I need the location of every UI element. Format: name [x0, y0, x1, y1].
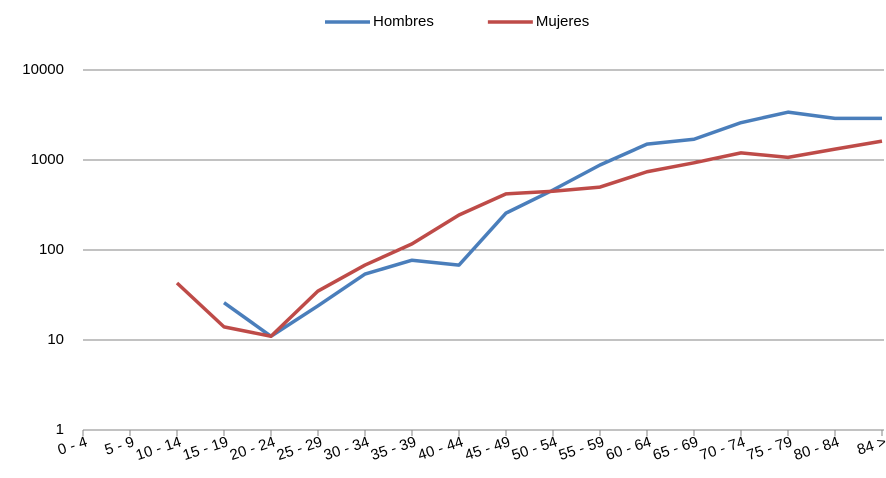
x-tick-label: 30 - 34 [322, 433, 372, 464]
series-line [222, 110, 882, 339]
x-tick-label: 40 - 44 [416, 433, 466, 464]
x-tick-label: 15 - 19 [181, 433, 231, 464]
x-tick-label: 60 - 64 [604, 433, 654, 464]
x-tick-label: 35 - 39 [369, 433, 419, 464]
x-tick-label: 75 - 79 [745, 433, 795, 464]
x-tick-label: 5 - 9 [103, 433, 137, 458]
x-tick-label: 50 - 54 [510, 433, 560, 464]
x-tick-label: 70 - 74 [698, 433, 748, 464]
x-tick-label: 80 - 84 [792, 433, 842, 464]
x-tick-label: 84 > [855, 433, 886, 458]
x-tick-label: 65 - 69 [651, 433, 701, 464]
x-tick-label: 45 - 49 [463, 433, 513, 464]
x-tick-label: 20 - 24 [228, 433, 278, 464]
x-tick-label: 25 - 29 [275, 433, 325, 464]
y-tick-label: 10000 [22, 61, 64, 78]
y-tick-label: 1 [56, 421, 64, 438]
x-tick-label: 55 - 59 [557, 433, 607, 464]
y-tick-label: 100 [39, 241, 64, 258]
x-tick-label: 10 - 14 [134, 433, 184, 464]
y-tick-label: 1000 [31, 151, 64, 168]
series-line [175, 139, 883, 339]
legend-label: Mujeres [536, 13, 589, 30]
legend-label: Hombres [373, 13, 434, 30]
y-tick-label: 10 [47, 331, 64, 348]
